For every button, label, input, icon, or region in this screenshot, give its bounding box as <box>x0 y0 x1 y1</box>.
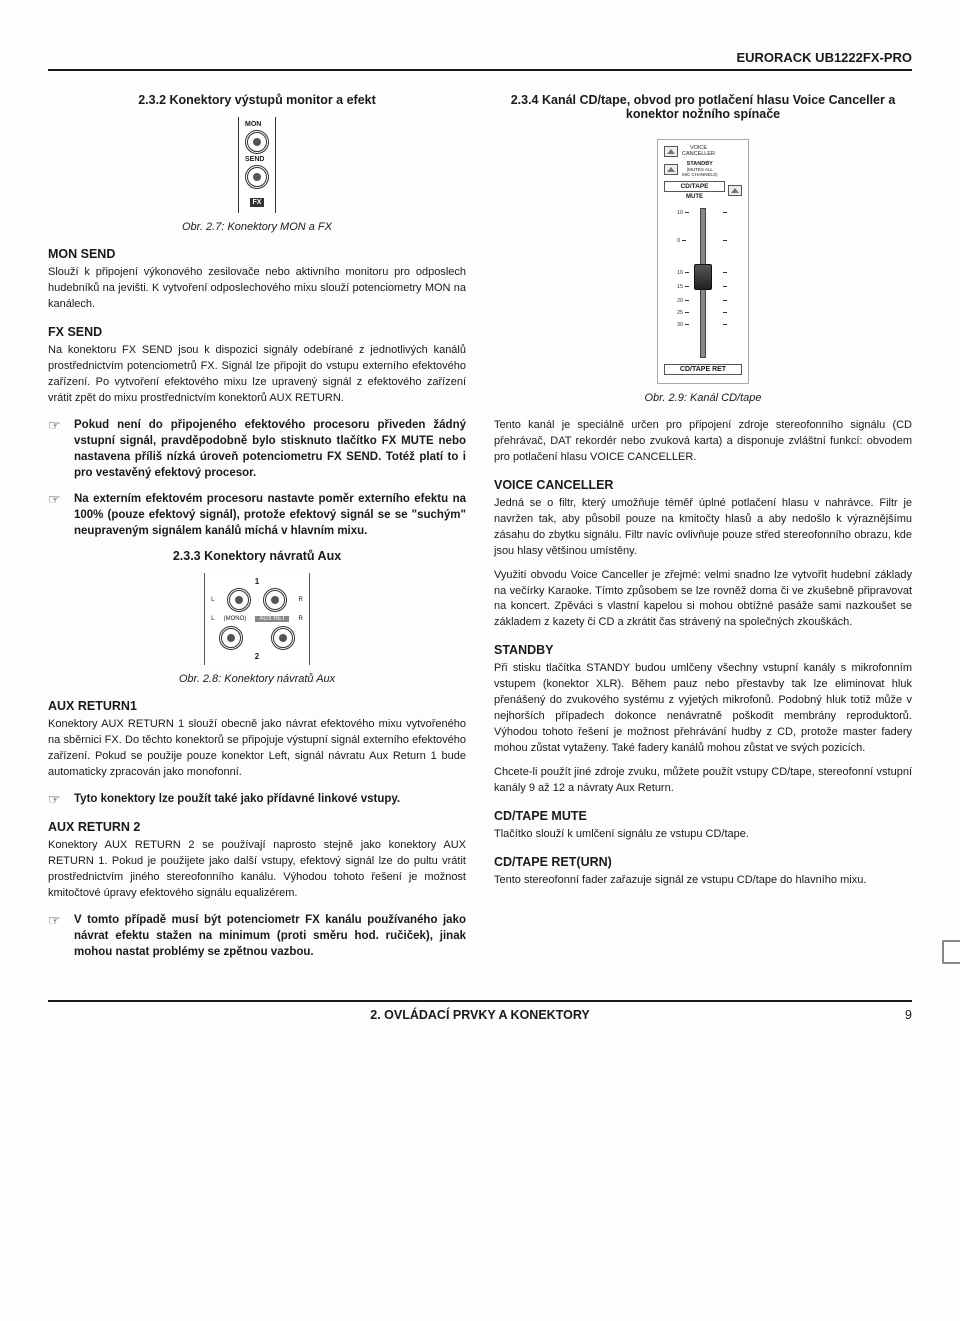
tick-20: 20 <box>677 298 683 304</box>
mute-button-icon <box>728 185 742 196</box>
fig27-send-label: SEND <box>245 156 269 163</box>
fader-slider-icon: 10 0 10 15 20 25 30 <box>673 208 733 358</box>
fig27-mon-label: MON <box>245 121 269 128</box>
fig28-top-num: 1 <box>211 577 303 586</box>
tick-15: 15 <box>677 284 683 290</box>
note-4-text: V tomto případě musí být potenciometr FX… <box>74 912 466 960</box>
cdtape-ret-label: CD/TAPE RET <box>664 364 742 375</box>
aux1-right-jack-icon <box>263 588 287 612</box>
mute-label: MUTE <box>664 194 725 200</box>
aux-return-1-text: Konektory AUX RETURN 1 slouží obecně jak… <box>48 717 466 781</box>
figure-2-7-caption: Obr. 2.7: Konektory MON a FX <box>48 221 466 233</box>
section-2-3-2-title: 2.3.2 Konektory výstupů monitor a efekt <box>48 93 466 107</box>
mon-jack-icon <box>245 130 269 154</box>
standby-button-icon <box>664 164 678 175</box>
hand-icon: ☞ <box>48 491 66 539</box>
voice-canceller-button-icon <box>664 146 678 157</box>
aux-return-2-text: Konektory AUX RETURN 2 se používají napr… <box>48 838 466 902</box>
standby-p1: Při stisku tlačítka STANDY budou umlčeny… <box>494 661 912 757</box>
note-1: ☞ Pokud není do připojeného efektového p… <box>48 417 466 481</box>
fig28-auxret-label: AUX RET <box>255 616 289 622</box>
figure-2-9-caption: Obr. 2.9: Kanál CD/tape <box>494 392 912 404</box>
note-3: ☞ Tyto konektory lze použít také jako př… <box>48 791 466 808</box>
note-4: ☞ V tomto případě musí být potenciometr … <box>48 912 466 960</box>
figure-2-8-caption: Obr. 2.8: Konektory návratů Aux <box>48 673 466 685</box>
footer-section-title: 2. OVLÁDACÍ PRVKY A KONEKTORY <box>370 1008 589 1022</box>
aux-return-2-heading: AUX RETURN 2 <box>48 820 466 834</box>
aux2-left-jack-icon <box>219 626 243 650</box>
voice-canceller-heading: VOICE CANCELLER <box>494 478 912 492</box>
fig28-bottom-num: 2 <box>211 652 303 661</box>
figure-2-7: MON SEND FX <box>48 117 466 213</box>
fig27-fx-label: FX <box>250 198 265 207</box>
figure-2-8: 1 L R L (MONO) AUX RET R <box>48 573 466 665</box>
tick-30: 30 <box>677 322 683 328</box>
fig28-r2-label: R <box>298 616 302 622</box>
figure-2-9: VOICE CANCELLER STANDBY (MUTES ALL MIC C… <box>494 139 912 384</box>
hand-icon: ☞ <box>48 912 66 960</box>
cdtape-intro-text: Tento kanál je speciálně určen pro připo… <box>494 418 912 466</box>
header-product: EURORACK UB1222FX-PRO <box>48 50 912 71</box>
cdtape-mute-heading: CD/TAPE MUTE <box>494 809 912 823</box>
fx-send-heading: FX SEND <box>48 325 466 339</box>
mon-send-text: Slouží k připojení výkonového zesilovače… <box>48 265 466 313</box>
hand-icon: ☞ <box>48 791 66 808</box>
note-2: ☞ Na externím efektovém procesoru nastav… <box>48 491 466 539</box>
fx-send-text: Na konektoru FX SEND jsou k dispozici si… <box>48 343 466 407</box>
fx-jack-icon <box>245 165 269 189</box>
standby-sublabel: (MUTES ALL MIC CHANNELS) <box>682 167 718 177</box>
page-tab-marker-icon <box>942 940 960 964</box>
fig28-l2-label: L <box>211 616 214 622</box>
mon-send-heading: MON SEND <box>48 247 466 261</box>
tick-10p: 10 <box>677 210 683 216</box>
fig28-r-label: R <box>299 597 303 603</box>
section-2-3-4-title: 2.3.4 Kanál CD/tape, obvod pro potlačení… <box>494 93 912 121</box>
aux-return-1-heading: AUX RETURN1 <box>48 699 466 713</box>
left-column: 2.3.2 Konektory výstupů monitor a efekt … <box>48 93 466 970</box>
voice-canceller-label: VOICE CANCELLER <box>682 146 715 157</box>
right-column: 2.3.4 Kanál CD/tape, obvod pro potlačení… <box>494 93 912 970</box>
standby-p2: Chcete-li použít jiné zdroje zvuku, může… <box>494 765 912 797</box>
voice-canceller-p2: Využití obvodu Voice Canceller je zřejmé… <box>494 568 912 632</box>
tick-25: 25 <box>677 310 683 316</box>
aux2-right-jack-icon <box>271 626 295 650</box>
standby-heading: STANDBY <box>494 643 912 657</box>
page-number: 9 <box>905 1008 912 1022</box>
cdtape-ret-heading: CD/TAPE RET(URN) <box>494 855 912 869</box>
note-1-text: Pokud není do připojeného efektového pro… <box>74 417 466 481</box>
fig28-l-label: L <box>211 597 214 603</box>
hand-icon: ☞ <box>48 417 66 481</box>
tick-10: 10 <box>677 270 683 276</box>
page-footer: 2. OVLÁDACÍ PRVKY A KONEKTORY 9 <box>48 1000 912 1022</box>
tick-0: 0 <box>677 238 680 244</box>
cdtape-ret-text: Tento stereofonní fader zařazuje signál … <box>494 873 912 889</box>
cdtape-label: CD/TAPE <box>664 181 725 192</box>
fig28-mono-label: (MONO) <box>224 616 247 622</box>
note-3-text: Tyto konektory lze použít také jako příd… <box>74 791 400 808</box>
section-2-3-3-title: 2.3.3 Konektory návratů Aux <box>48 549 466 563</box>
note-2-text: Na externím efektovém procesoru nastavte… <box>74 491 466 539</box>
fader-knob-icon <box>694 264 712 290</box>
manual-page: EURORACK UB1222FX-PRO 2.3.2 Konektory vý… <box>0 0 960 1321</box>
two-column-layout: 2.3.2 Konektory výstupů monitor a efekt … <box>48 93 912 970</box>
cdtape-mute-text: Tlačítko slouží k umlčení signálu ze vst… <box>494 827 912 843</box>
voice-canceller-p1: Jedná se o filtr, který umožňuje téměř ú… <box>494 496 912 560</box>
aux1-left-jack-icon <box>227 588 251 612</box>
